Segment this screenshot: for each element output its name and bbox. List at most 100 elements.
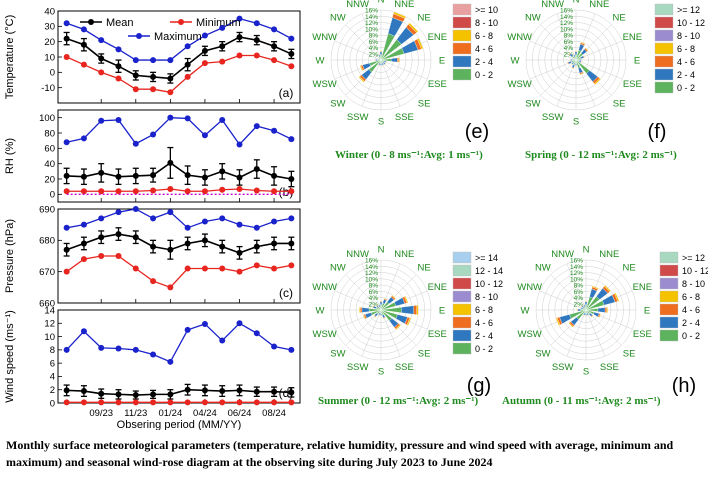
rose-petal-segment: [566, 62, 569, 65]
rose-petal-segment: [614, 292, 620, 302]
data-point: [80, 399, 87, 406]
series-line-minimum: [66, 255, 292, 289]
data-point: [63, 20, 70, 27]
rose-ring-label: 14%: [560, 14, 573, 21]
rose-direction-label: SW: [535, 349, 550, 360]
data-point: [132, 57, 139, 64]
rose-direction-label: SE: [623, 349, 636, 360]
data-point: [288, 346, 295, 353]
rose-direction-label: W: [316, 306, 325, 317]
data-point: [288, 188, 295, 195]
rose-legend-swatch: [654, 3, 674, 16]
data-point: [288, 176, 295, 182]
rose-ring-label: 8%: [564, 33, 574, 40]
data-point: [132, 399, 139, 406]
y-tick-label: 20: [44, 37, 55, 48]
rose-petal-segment: [579, 72, 585, 76]
rose-legend-label: 0 - 2: [475, 70, 493, 80]
rose-legend-swatch: [654, 55, 674, 68]
rose-legend-swatch: [452, 316, 472, 329]
line-panel-a: -10 0 10 20 30 40 Temperature (°C) (a): [4, 6, 301, 104]
rose-petal-segment: [574, 51, 578, 56]
rose-petal-segment: [577, 308, 582, 312]
rose-petal-segment: [598, 313, 602, 319]
rose-petal-segment: [384, 63, 387, 66]
data-point: [150, 73, 157, 80]
legend-label: Minimum: [196, 17, 241, 29]
rose-legend-swatch: [452, 264, 472, 277]
rose-petal-segment: [383, 297, 388, 300]
rose-ring-label: 12%: [365, 20, 378, 27]
rose-panel-label: (f): [648, 121, 667, 143]
rose-legend-swatch: [659, 277, 679, 290]
data-point: [271, 343, 278, 350]
rose-legend-swatch: [654, 81, 674, 94]
rose-spoke: [361, 13, 382, 61]
data-point: [167, 75, 174, 82]
data-point: [63, 268, 70, 275]
y-tick-label: 680: [39, 236, 55, 247]
rose-ring-label: 10%: [560, 26, 573, 33]
rose-spoke: [345, 24, 382, 61]
data-point: [184, 240, 191, 247]
legend-label: Mean: [106, 17, 134, 29]
x-tick-label: 09/23: [89, 408, 113, 419]
rose-ring-label: 16%: [570, 258, 583, 265]
rose-spoke: [380, 59, 401, 107]
rose-direction-label: N: [573, 0, 580, 6]
rose-direction-label: SSW: [347, 362, 369, 373]
rose-legend-swatch: [452, 29, 472, 42]
rose-legend-label: 6 - 8: [677, 44, 695, 54]
legend-label: Maximum: [154, 31, 202, 43]
y-tick-label: 40: [44, 159, 55, 170]
data-point: [288, 389, 295, 396]
y-tick-label: 0: [50, 190, 55, 201]
data-point: [184, 224, 191, 231]
data-point: [167, 159, 174, 166]
rose-direction-label: E: [634, 56, 640, 67]
rose-spoke: [550, 274, 587, 311]
rose-petal-segment: [570, 59, 573, 61]
rose-petal-segment: [604, 284, 612, 292]
rose-petal-segment: [591, 315, 594, 318]
rose-ring-label: 12%: [560, 20, 573, 27]
rose-legend-swatch: [659, 251, 679, 264]
rose-spoke: [566, 263, 587, 311]
rose-season-caption: Autumn (0 - 11 ms⁻¹:Avg: 2 ms⁻¹): [502, 395, 661, 407]
data-point: [80, 173, 87, 180]
rose-direction-label: SSW: [552, 362, 574, 373]
rose-petal-segment: [380, 313, 382, 316]
rose-direction-label: ENE: [623, 32, 643, 43]
data-point: [219, 24, 226, 31]
rose-petal-segment: [377, 303, 380, 305]
rose-legend-label: 8 - 10: [682, 279, 705, 289]
rose-direction-label: ENE: [633, 282, 653, 293]
x-tick-label: 08/24: [262, 408, 286, 419]
y-tick-label: 10: [44, 332, 55, 343]
data-point: [98, 188, 105, 195]
rose-season-caption: Spring (0 - 12 ms⁻¹:Avg: 2 ms⁻¹): [525, 149, 677, 161]
rose-direction-label: N: [583, 245, 590, 256]
y-tick-label: 660: [39, 298, 55, 309]
rose-petal-segment: [597, 307, 606, 313]
rose-legend-swatch: [659, 316, 679, 329]
y-tick-label: 10: [44, 52, 55, 63]
data-point: [253, 187, 260, 194]
data-point: [80, 221, 87, 228]
data-point: [80, 240, 87, 247]
rose-ring-label: 10%: [365, 276, 378, 283]
rose-season-caption: Winter (0 - 8 ms⁻¹:Avg: 1 ms⁻¹): [335, 149, 483, 161]
rose-legend-swatch: [659, 264, 679, 277]
rose-petal-segment: [580, 41, 586, 45]
rose-spoke: [380, 59, 428, 80]
data-point: [219, 243, 226, 250]
rose-petal-segment: [579, 306, 581, 309]
data-point: [63, 139, 70, 146]
rose-direction-label: SSW: [347, 112, 369, 123]
data-point: [184, 115, 191, 122]
data-point: [288, 50, 295, 57]
rose-petal-segment: [581, 61, 583, 64]
rose-ring-label: 2%: [369, 301, 379, 308]
